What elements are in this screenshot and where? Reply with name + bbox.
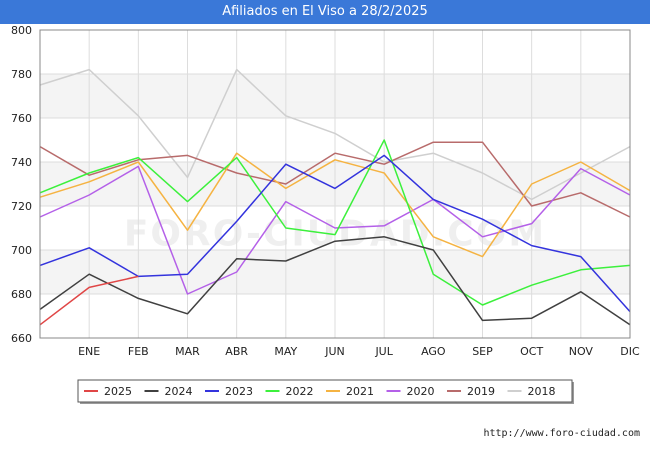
series-line-2022: [39, 139, 631, 306]
legend-label: 2019: [467, 385, 495, 398]
series-line-2021: [39, 152, 631, 258]
legend: 2025 2024 2023 2022 2021 2020 2019 2018: [77, 379, 574, 404]
axes: 660 680 700 720 740 760 780 800 ENE FEB MAR ABR MAY J…: [11, 24, 640, 358]
x-tick-label: JUL: [374, 345, 393, 358]
legend-label: 2025: [104, 385, 132, 398]
y-tick-label: 700: [11, 244, 32, 257]
y-tick-label: 760: [11, 112, 32, 125]
series-line-2025: [39, 275, 139, 326]
x-tick-label: ENE: [78, 345, 100, 358]
y-tick-label: 680: [11, 288, 32, 301]
x-tick-label: NOV: [569, 345, 594, 358]
x-tick-label: ABR: [225, 345, 248, 358]
y-tick-label: 780: [11, 68, 32, 81]
x-tick-label: AGO: [421, 345, 446, 358]
y-tick-label: 800: [11, 24, 32, 37]
x-tick-label: JUN: [324, 345, 345, 358]
x-tick-label: SEP: [472, 345, 493, 358]
legend-label: 2024: [165, 385, 193, 398]
series-line-2018: [39, 68, 631, 201]
line-chart: FORO-CIUDAD.COM 660680700720740760780800…: [11, 24, 640, 404]
series-line-2024: [39, 236, 631, 326]
y-tick-label: 740: [11, 156, 32, 169]
series-line-2020: [39, 165, 631, 295]
legend-label: 2020: [407, 385, 435, 398]
x-tick-label: DIC: [620, 345, 640, 358]
series-line-2019: [39, 141, 631, 218]
series-lines: [39, 68, 631, 326]
x-tick-label: MAY: [274, 345, 297, 358]
x-tick-label: MAR: [175, 345, 200, 358]
legend-label: 2021: [346, 385, 374, 398]
x-tick-label: OCT: [520, 345, 543, 358]
legend-label: 2023: [225, 385, 253, 398]
legend-box: [77, 379, 573, 403]
plot-frame: [39, 29, 631, 339]
y-tick-label: 720: [11, 200, 32, 213]
source-url[interactable]: http://www.foro-ciudad.com: [483, 428, 640, 439]
legend-label: 2022: [286, 385, 314, 398]
chart-title: Afiliados en El Viso a 28/2/2025: [0, 0, 650, 24]
legend-label: 2018: [528, 385, 556, 398]
y-tick-label: 660: [11, 332, 32, 345]
x-tick-label: FEB: [128, 345, 149, 358]
